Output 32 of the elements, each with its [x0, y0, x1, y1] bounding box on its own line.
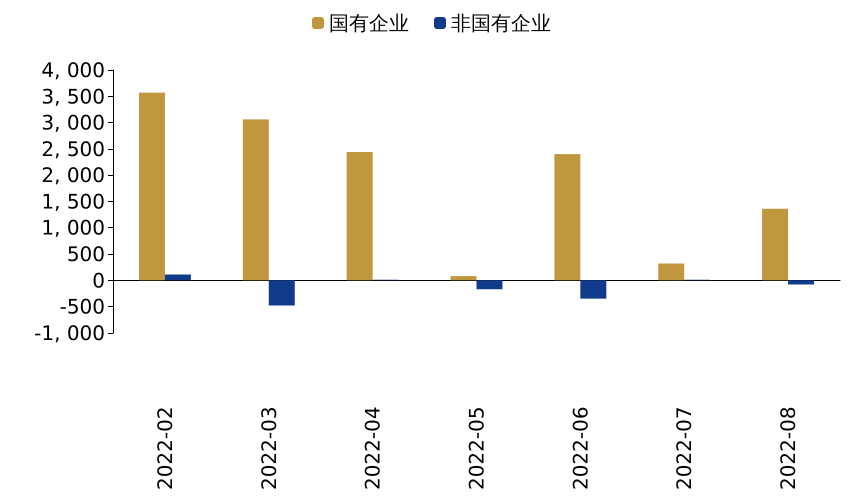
bar — [580, 280, 606, 299]
legend-label: 国有企业 — [329, 11, 409, 35]
legend-label: 非国有企业 — [451, 11, 551, 35]
y-tick-label: 3, 500 — [41, 84, 105, 108]
bar — [138, 92, 165, 280]
bar — [658, 263, 684, 280]
y-tick-label: 1, 000 — [41, 216, 105, 240]
x-tick-label: 2022-06 — [568, 406, 592, 490]
x-tick-label: 2022-08 — [776, 406, 800, 490]
bar — [788, 280, 814, 284]
y-tick-label: 0 — [92, 268, 105, 292]
y-tick-label: 4, 000 — [41, 58, 105, 82]
bar — [242, 119, 269, 280]
y-tick-label: 1, 500 — [41, 189, 105, 214]
y-tick-label: 2, 000 — [41, 163, 105, 188]
y-tick-label: -1, 000 — [34, 320, 105, 345]
x-tick-label: 2022-03 — [256, 406, 281, 490]
bar — [450, 276, 476, 280]
bar — [476, 280, 502, 290]
x-tick-label: 2022-04 — [360, 406, 385, 490]
bar — [268, 280, 295, 306]
y-tick-label: 3, 000 — [41, 110, 105, 135]
y-tick-label: 2, 500 — [41, 136, 105, 161]
bar — [164, 274, 191, 280]
bar — [762, 208, 788, 280]
x-tick-label: 2022-02 — [152, 406, 177, 490]
y-tick-label: -500 — [60, 294, 105, 319]
bar — [554, 154, 580, 280]
x-tick-label: 2022-05 — [464, 406, 488, 490]
bar — [346, 152, 373, 280]
y-tick-label: 500 — [66, 242, 105, 266]
x-tick-label: 2022-07 — [672, 406, 696, 490]
